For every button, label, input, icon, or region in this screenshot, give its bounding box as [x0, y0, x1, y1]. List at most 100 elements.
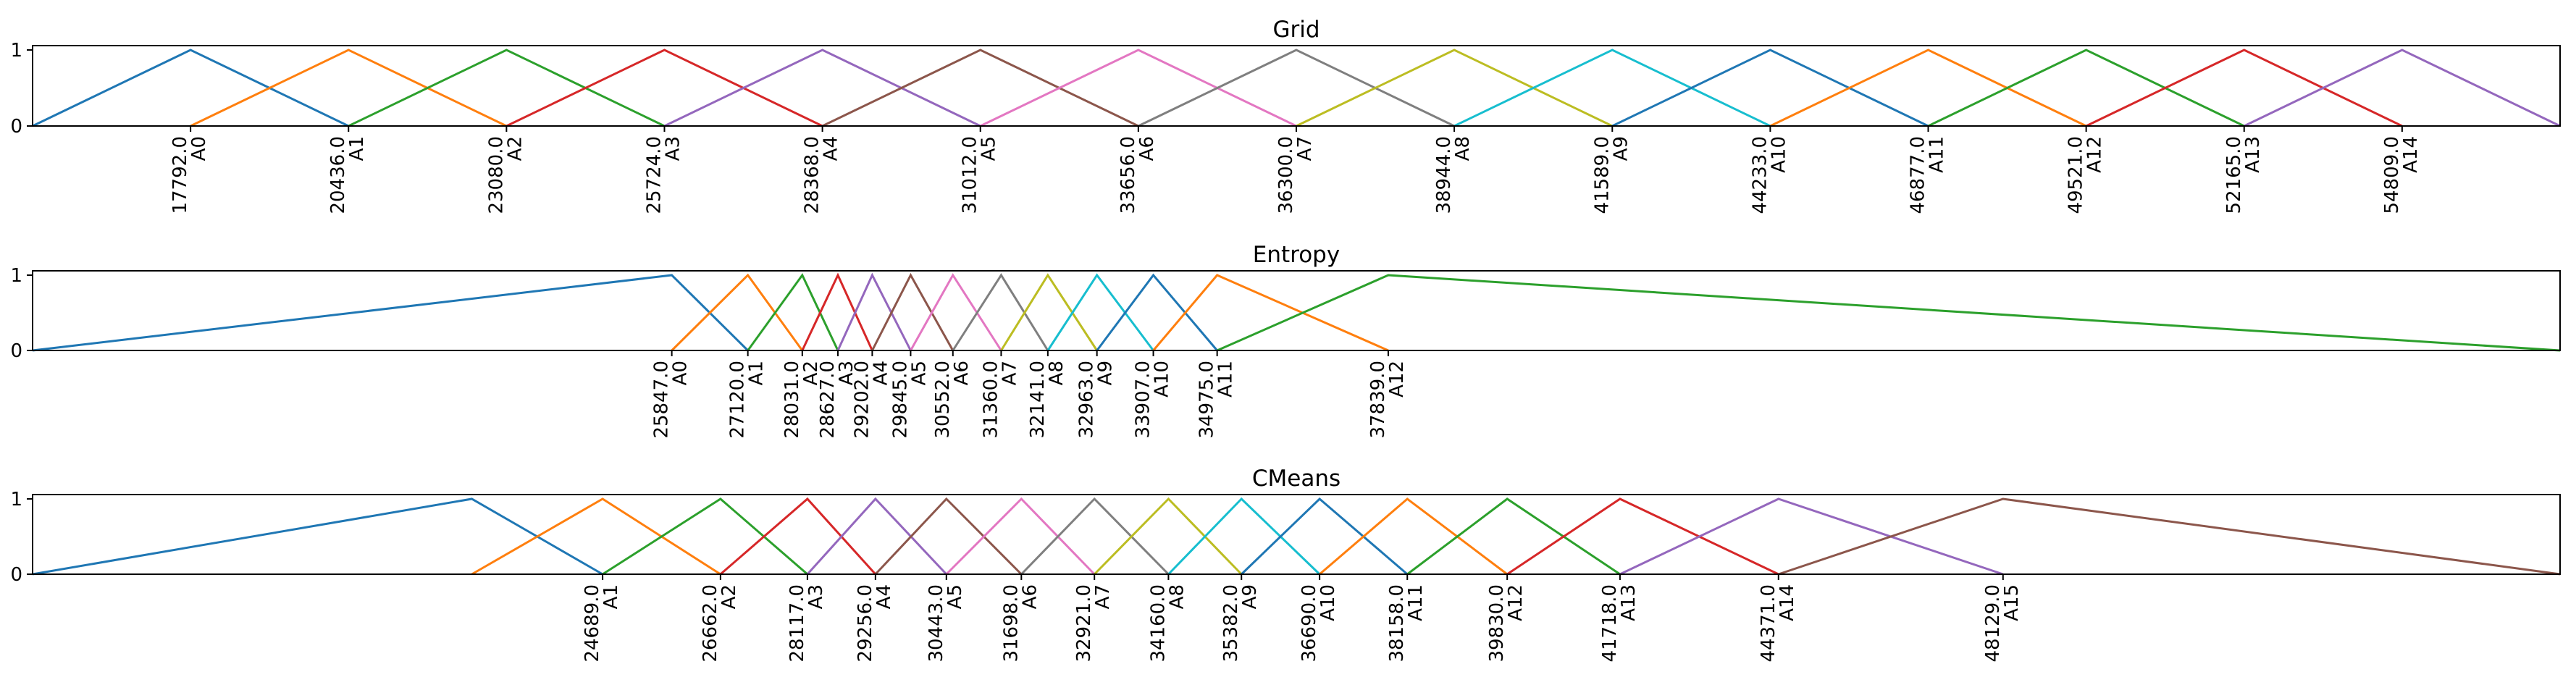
series-line-a12: [1217, 274, 2561, 352]
x-tick-label: 36690.0A10: [1299, 584, 1339, 663]
x-tick-label: 17792.0A0: [169, 136, 210, 214]
x-tick-label: 44371.0A14: [1758, 584, 1798, 663]
x-tick-label: 41718.0A13: [1599, 584, 1640, 663]
x-tick-label: 28117.0A3: [786, 584, 827, 663]
x-tick-label: 24689.0A1: [582, 584, 622, 663]
x-tick-label: 38158.0A11: [1386, 584, 1427, 663]
axes-frame: [32, 270, 2561, 351]
series-line-a8: [1000, 273, 1098, 351]
series-line-a9: [1046, 273, 1154, 351]
entropy-panel: Entropy 0 1 25847.0A0 27120.0A1 28031.0A22862…: [10, 242, 2561, 439]
y-tick-label: 1: [10, 489, 22, 510]
x-tick-label: 37839.0A12: [1367, 361, 1408, 439]
chart-title: Grid: [1272, 17, 1320, 43]
x-tick-label: 38944.0A8: [1433, 136, 1474, 214]
x-tick-label: 33907.0A10: [1133, 361, 1173, 439]
series-line-a6: [980, 49, 1297, 127]
x-tick-label: 33656.0A6: [1117, 136, 1158, 214]
chart-title: CMeans: [1252, 466, 1341, 492]
series-line-a7: [952, 273, 1049, 351]
x-tick-label: 54809.0A14: [2381, 136, 2422, 214]
series-line-a1: [190, 49, 508, 127]
x-tick-label: 34160.0A8: [1147, 584, 1188, 663]
series-line-a1: [471, 497, 721, 576]
series-line-a1: [671, 273, 804, 352]
x-tick-label: 28627.0A3: [817, 361, 857, 439]
series-line-a11: [1152, 274, 1389, 352]
series-line-a6: [945, 497, 1096, 576]
series-line-a7: [1020, 497, 1170, 576]
series-line-a10: [1611, 49, 1929, 127]
series-line-a14: [1619, 497, 2004, 576]
grid-panel: Grid 0 1 17792.0A0 20436.0A1 23080.0A2 25724.0…: [10, 17, 2561, 214]
series-line-a9: [1167, 497, 1321, 576]
series-line-a0: [32, 274, 749, 352]
y-tick-label: 0: [10, 564, 22, 586]
x-tick-label: 32141.0A8: [1027, 361, 1067, 439]
series-line-a13: [1506, 497, 1779, 576]
series-line-a12: [1927, 49, 2245, 127]
x-tick-label: 25724.0A3: [643, 136, 684, 214]
series-line-a6: [910, 273, 1002, 351]
x-tick-label: 46877.0A11: [1908, 136, 1948, 214]
series-line-a12: [1406, 497, 1621, 576]
y-tick-label: 1: [10, 265, 22, 287]
x-tick-label: 30443.0A5: [926, 584, 966, 663]
series-line-a11: [1769, 49, 2087, 127]
x-tick-label: 39830.0A12: [1486, 584, 1527, 663]
series-line-a9: [1453, 49, 1771, 127]
y-tick-label: 0: [10, 340, 22, 362]
series-line-a11: [1319, 497, 1509, 576]
x-tick-label: 28368.0A4: [802, 136, 842, 214]
x-tick-label: 30552.0A6: [932, 361, 973, 439]
series-line-a7: [1138, 49, 1455, 127]
x-tick-label: 41589.0A9: [1591, 136, 1632, 214]
x-tick-label: 32921.0A7: [1073, 584, 1114, 663]
axes-frame: [32, 494, 2561, 575]
series-line-a2: [348, 49, 666, 127]
series-line-a8: [1094, 497, 1243, 576]
x-tick-label: 29256.0A4: [855, 584, 895, 663]
x-tick-label: 27120.0A1: [727, 361, 768, 439]
x-tick-label: 29202.0A4: [851, 361, 891, 439]
x-tick-label: 31360.0A7: [980, 361, 1020, 439]
x-tick-label: 28031.0A2: [781, 361, 822, 439]
x-tick-label: 52165.0A13: [2223, 136, 2264, 214]
x-tick-label: 48129.0A15: [1982, 584, 2023, 663]
chart-title: Entropy: [1253, 242, 1340, 268]
series-line-a3: [719, 497, 876, 576]
series-line-a10: [1096, 273, 1218, 351]
series-line-a4: [806, 497, 947, 576]
x-tick-label: 26662.0A2: [700, 584, 740, 663]
cmeans-panel: CMeans 0 1 24689.0A1 26662.0A2 28117.0A3 29256…: [10, 466, 2561, 663]
series-line-a0: [32, 49, 349, 127]
x-tick-label: 34975.0A11: [1196, 361, 1237, 439]
axes-frame: [32, 45, 2561, 127]
x-tick-label: 36300.0A7: [1275, 136, 1316, 214]
series-line-a2: [602, 497, 808, 576]
x-tick-label: 44233.0A10: [1749, 136, 1790, 214]
series-line-a5: [871, 272, 955, 351]
series-line-a14: [2244, 49, 2561, 127]
x-tick-label: 31698.0A6: [1000, 584, 1041, 663]
series-line-a4: [663, 49, 981, 127]
series-line-a8: [1296, 49, 1613, 127]
x-tick-label: 35382.0A9: [1220, 584, 1261, 663]
series-line-a5: [874, 497, 1023, 576]
x-tick-label: 25847.0A0: [651, 361, 692, 439]
series-line-a2: [747, 273, 839, 351]
x-tick-label: 31012.0A5: [960, 136, 1000, 214]
series-line-a4: [836, 272, 912, 351]
series-line-a10: [1241, 497, 1409, 576]
series-line-a3: [801, 272, 873, 351]
x-tick-label: 49521.0A12: [2065, 136, 2106, 214]
x-tick-label: 20436.0A1: [327, 136, 368, 214]
x-tick-label: 32963.0A9: [1076, 361, 1117, 439]
x-tick-label: 23080.0A2: [485, 136, 526, 214]
y-tick-label: 0: [10, 116, 22, 138]
series-line-a0: [32, 497, 603, 576]
series-line-a5: [821, 49, 1139, 127]
series-line-a13: [2085, 49, 2403, 127]
series-line-a3: [505, 49, 823, 127]
